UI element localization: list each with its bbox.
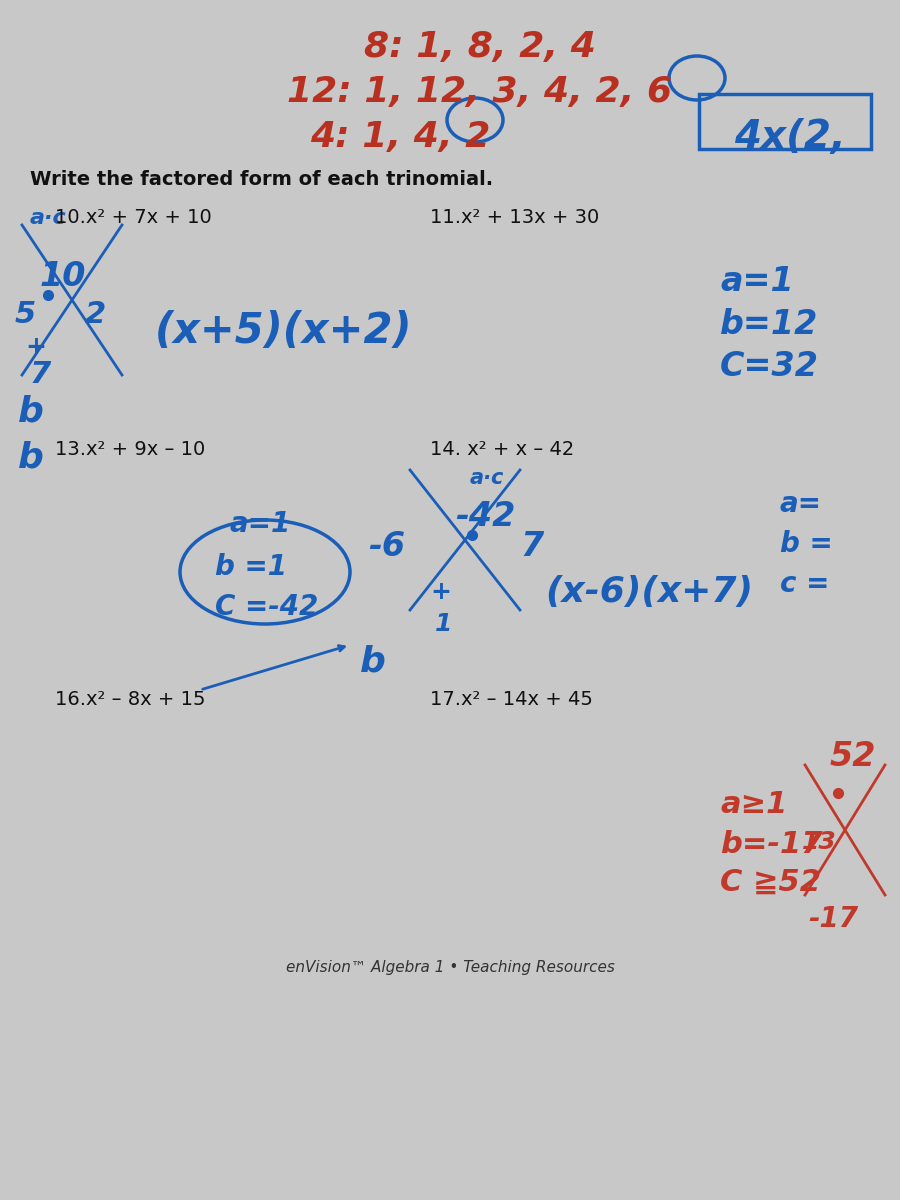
Text: C =-42: C =-42 bbox=[215, 593, 319, 622]
Text: (x-6)(x+7): (x-6)(x+7) bbox=[545, 575, 753, 608]
Text: 7: 7 bbox=[520, 530, 544, 563]
Text: b: b bbox=[18, 395, 44, 428]
Text: b=-17: b=-17 bbox=[720, 830, 823, 859]
Text: a=1: a=1 bbox=[720, 265, 794, 298]
Text: 7: 7 bbox=[30, 360, 51, 389]
Text: C=32: C=32 bbox=[720, 350, 819, 383]
Text: +: + bbox=[25, 335, 46, 359]
Text: b=12: b=12 bbox=[720, 308, 818, 341]
Text: C ≧52: C ≧52 bbox=[720, 868, 821, 898]
Text: -6: -6 bbox=[368, 530, 405, 563]
Text: a=1: a=1 bbox=[230, 510, 292, 538]
Text: 11.x² + 13x + 30: 11.x² + 13x + 30 bbox=[430, 208, 599, 227]
Text: 1: 1 bbox=[435, 612, 453, 636]
Text: -17: -17 bbox=[808, 905, 858, 934]
Text: 52: 52 bbox=[830, 740, 877, 773]
Text: 12: 1, 12, 3, 4, 2, 6: 12: 1, 12, 3, 4, 2, 6 bbox=[287, 74, 672, 109]
Text: 5: 5 bbox=[15, 300, 36, 329]
Text: 8: 1, 8, 2, 4: 8: 1, 8, 2, 4 bbox=[364, 30, 596, 64]
Text: b =: b = bbox=[780, 530, 832, 558]
Text: 4: 1, 4, 2: 4: 1, 4, 2 bbox=[310, 120, 490, 154]
Text: 14. x² + x – 42: 14. x² + x – 42 bbox=[430, 440, 574, 458]
Text: 13.x² + 9x – 10: 13.x² + 9x – 10 bbox=[55, 440, 205, 458]
Text: -42: -42 bbox=[455, 500, 516, 533]
Text: 2: 2 bbox=[85, 300, 106, 329]
Text: 4x(2,: 4x(2, bbox=[734, 118, 846, 156]
Text: a·c: a·c bbox=[470, 468, 504, 488]
Text: +: + bbox=[430, 580, 451, 604]
Text: enVision™ Algebra 1 • Teaching Resources: enVision™ Algebra 1 • Teaching Resources bbox=[285, 960, 615, 974]
Text: 17.x² – 14x + 45: 17.x² – 14x + 45 bbox=[430, 690, 593, 709]
Text: b: b bbox=[360, 646, 386, 679]
Text: (x+5)(x+2): (x+5)(x+2) bbox=[155, 310, 412, 352]
Text: a≥1: a≥1 bbox=[720, 790, 788, 818]
Text: b: b bbox=[18, 440, 44, 474]
Text: 10: 10 bbox=[40, 260, 86, 293]
Text: 10.x² + 7x + 10: 10.x² + 7x + 10 bbox=[55, 208, 212, 227]
Text: b =1: b =1 bbox=[215, 553, 287, 581]
Text: Write the factored form of each trinomial.: Write the factored form of each trinomia… bbox=[30, 170, 493, 188]
Text: 13: 13 bbox=[802, 830, 837, 854]
Text: c =: c = bbox=[780, 570, 830, 598]
Text: 16.x² – 8x + 15: 16.x² – 8x + 15 bbox=[55, 690, 205, 709]
Text: a·c: a·c bbox=[30, 208, 67, 228]
Text: a=: a= bbox=[780, 490, 822, 518]
